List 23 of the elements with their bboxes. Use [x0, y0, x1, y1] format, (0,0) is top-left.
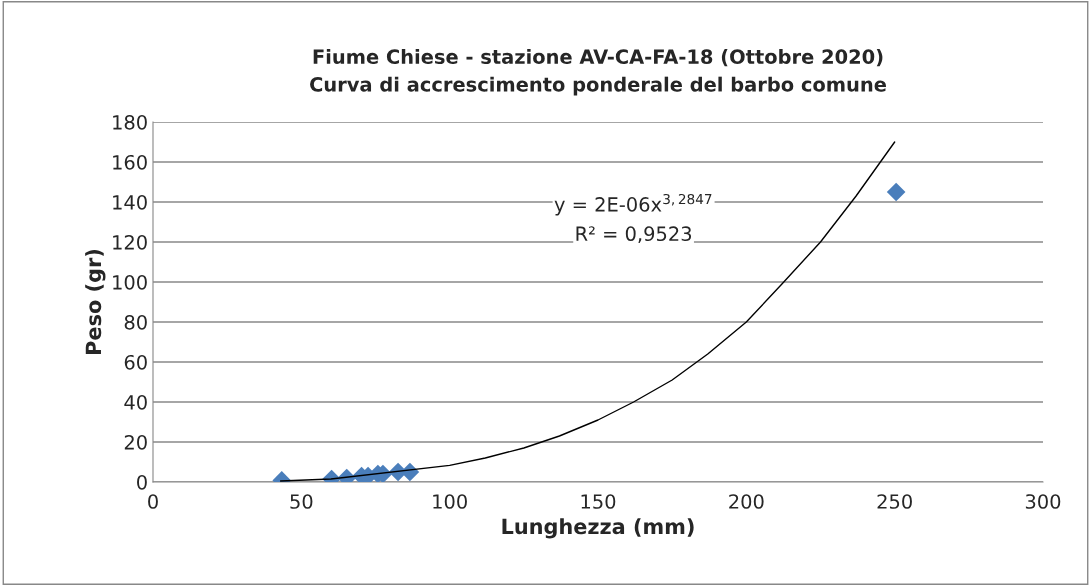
x-tick-label: 50: [290, 494, 313, 509]
y-tick-label: 60: [124, 354, 147, 370]
x-tick-label: 100: [433, 494, 467, 509]
annotation: R² = 0,9523: [576, 226, 692, 244]
y-tick-label: 0: [137, 474, 147, 490]
y-tick-label: 140: [113, 194, 147, 210]
point: [886, 182, 906, 202]
annotation: y = 2E-06x$^{3,2847}$: [554, 193, 712, 216]
y-tick-label: 80: [124, 314, 147, 330]
y-tick-label: 180: [113, 114, 147, 130]
chart-title: Fiume Chiese - stazione AV-CA-FA-18 (Ottobre 2020) Curva di accrescimento ponderale del barbo comune: [310, 48, 886, 96]
y-tick-label: 40: [124, 394, 147, 410]
y-tick-label: 120: [113, 234, 147, 250]
x-tick-label: 300: [1025, 494, 1061, 509]
x-tick-label: 0: [148, 494, 158, 509]
x-axis-title: Lunghezza (mm): [502, 518, 694, 539]
x-tick-label: 250: [877, 494, 912, 509]
x-tick-label: 200: [729, 494, 764, 509]
y-tick-label: 160: [113, 154, 147, 170]
y-axis-title: Peso (gr): [85, 249, 106, 354]
y-tick-label: 100: [113, 274, 147, 290]
y-tick-label: 20: [124, 434, 147, 450]
x-tick-label: 150: [581, 494, 616, 509]
